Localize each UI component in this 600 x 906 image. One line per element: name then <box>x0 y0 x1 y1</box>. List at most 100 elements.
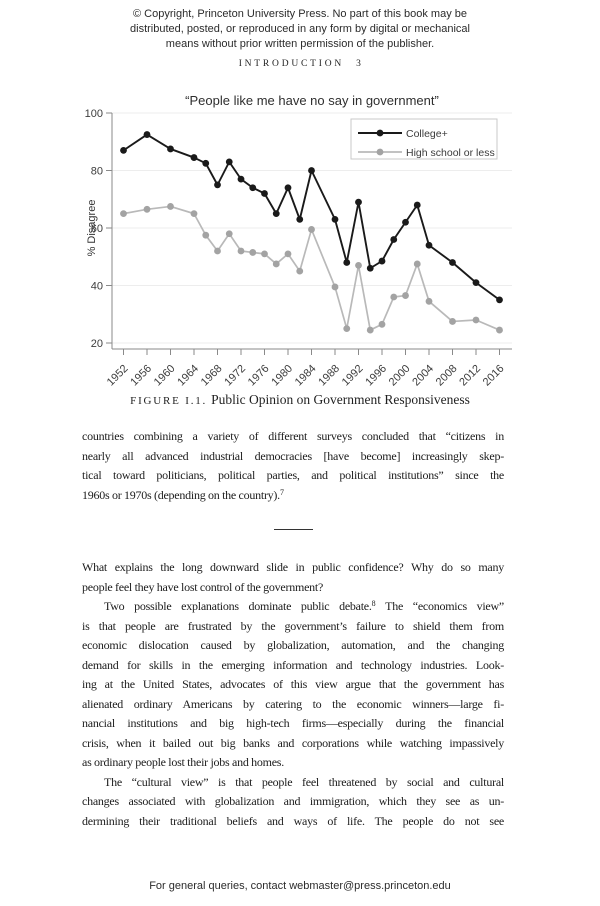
running-head-title: INTRODUCTION <box>238 59 345 69</box>
svg-text:1980: 1980 <box>269 363 295 389</box>
data-point <box>331 215 339 223</box>
svg-text:1984: 1984 <box>293 363 319 389</box>
x-tick-label: 1984 <box>293 363 319 389</box>
x-tick-label: 1992 <box>340 363 366 389</box>
svg-text:2012: 2012 <box>457 363 483 389</box>
data-point <box>261 250 268 258</box>
svg-text:1976: 1976 <box>246 363 272 389</box>
data-point <box>261 190 268 197</box>
svg-text:1968: 1968 <box>199 363 225 389</box>
data-point <box>402 218 409 226</box>
footer-query-line: For general queries, contact webmaster@p… <box>149 880 451 892</box>
x-tick-label: 2016 <box>481 363 507 389</box>
text-line: alienated ordinary Americans by catering… <box>82 696 504 711</box>
x-tick-label: 1980 <box>269 363 295 389</box>
series-line-college <box>122 133 501 301</box>
data-point <box>237 175 245 183</box>
data-point <box>120 210 127 218</box>
data-point <box>425 241 433 249</box>
copyright-line-1: © Copyright, Princeton University Press.… <box>133 8 467 20</box>
data-point <box>378 320 386 328</box>
data-point <box>190 210 198 218</box>
data-point <box>331 283 339 291</box>
data-point <box>190 154 198 161</box>
y-tick-label: 20 <box>91 338 103 350</box>
data-point <box>143 205 151 213</box>
x-tick-label: 2004 <box>410 363 436 389</box>
svg-text:2016: 2016 <box>481 363 507 389</box>
text-line: people feel they have lost control of th… <box>82 579 324 594</box>
chart: 2040608010019521956196019641968197219761… <box>85 93 512 389</box>
data-point <box>308 167 315 174</box>
data-point <box>308 226 315 233</box>
data-point <box>284 250 292 258</box>
figure-caption-text: Public Opinion on Government Responsiven… <box>211 392 470 407</box>
running-head: INTRODUCTION 3 <box>0 59 600 69</box>
data-point <box>378 257 386 265</box>
data-point <box>472 279 480 287</box>
text-line: demand for skills in the emerging inform… <box>82 657 504 672</box>
data-point <box>343 259 351 266</box>
text-line: The “cultural view” is that people feel … <box>104 774 504 789</box>
text-line: dermining their traditional beliefs and … <box>82 813 504 828</box>
data-point <box>355 198 362 206</box>
data-point <box>284 184 292 192</box>
data-point <box>296 215 304 223</box>
data-point <box>225 158 233 166</box>
text-line: economic dislocation caused by globaliza… <box>82 638 504 652</box>
y-tick-label: 80 <box>91 166 103 178</box>
svg-text:1992: 1992 <box>340 363 366 389</box>
x-tick-label: 2012 <box>457 363 483 389</box>
data-point <box>496 296 503 304</box>
data-point <box>449 318 456 325</box>
data-point <box>225 230 233 238</box>
x-tick-label: 1996 <box>363 363 389 389</box>
data-point <box>272 260 280 268</box>
data-point <box>402 292 409 299</box>
x-tick-label: 1964 <box>175 363 201 389</box>
data-point <box>413 201 421 209</box>
svg-text:2000: 2000 <box>387 363 413 389</box>
svg-text:1964: 1964 <box>175 363 201 389</box>
x-tick-label: 1968 <box>199 363 225 389</box>
text-line: Two possible explanations dominate publi… <box>104 599 504 613</box>
text-line: ing at the United States, advocates of t… <box>82 677 504 691</box>
x-tick-label: 1976 <box>246 363 272 389</box>
data-point <box>449 259 456 266</box>
data-point <box>202 231 210 239</box>
data-point <box>272 210 280 218</box>
svg-text:1996: 1996 <box>363 363 389 389</box>
footnote-reference: 7 <box>279 487 284 497</box>
svg-text:1952: 1952 <box>105 363 131 389</box>
legend-label: College+ <box>406 128 448 140</box>
text-line: 1960s or 1970s (depending on the country… <box>82 487 284 502</box>
legend-dot <box>376 148 384 156</box>
data-point <box>214 181 221 189</box>
data-point <box>167 145 174 153</box>
data-point <box>366 326 374 334</box>
body-text: countries combining a variety of differe… <box>82 427 504 831</box>
section-divider <box>273 529 313 530</box>
x-tick-label: 1960 <box>152 363 178 389</box>
data-point <box>249 184 257 192</box>
page-number: 3 <box>356 59 362 69</box>
text-line: crisis, when it bailed out big banks and… <box>82 735 504 750</box>
text-line: as ordinary people lost their jobs and h… <box>82 755 284 769</box>
data-point <box>249 249 257 256</box>
data-point <box>143 131 151 138</box>
figure-caption-label: FIGURE I.1. <box>130 395 208 407</box>
text-line: nancial institutions and big high-tech f… <box>82 716 504 730</box>
svg-text:1956: 1956 <box>128 363 154 389</box>
text-line: changes associated with globalization an… <box>82 794 504 808</box>
data-point <box>366 264 374 272</box>
x-tick-label: 1988 <box>316 363 342 389</box>
svg-text:2008: 2008 <box>434 363 460 389</box>
data-point <box>167 203 174 210</box>
y-tick-label: 60 <box>91 223 103 235</box>
data-point <box>202 159 210 167</box>
series-line-highschool <box>123 205 500 331</box>
data-point <box>472 316 480 324</box>
x-tick-label: 2008 <box>434 363 460 389</box>
data-point <box>390 236 398 243</box>
data-point <box>496 326 503 334</box>
